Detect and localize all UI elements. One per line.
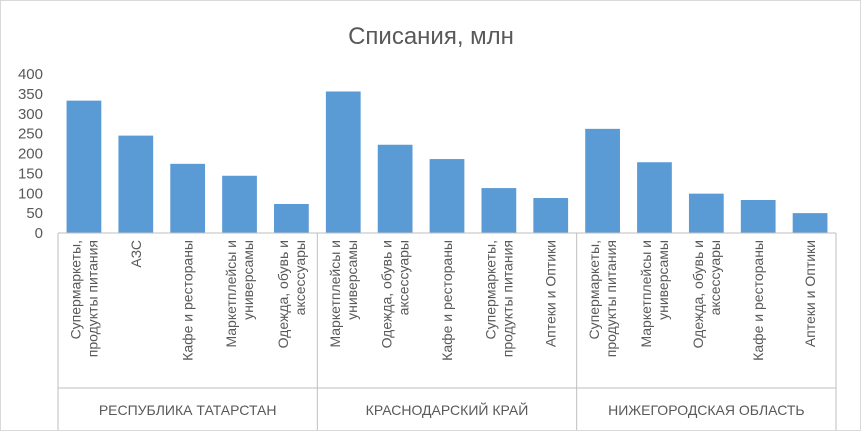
x-tick-label: универсамы xyxy=(655,240,671,320)
x-tick-label: Супермаркеты, xyxy=(67,240,83,339)
y-tick-label: 200 xyxy=(18,146,43,163)
bar xyxy=(377,144,413,233)
group-label: РЕСПУБЛИКА ТАТАРСТАН xyxy=(99,402,277,418)
bar xyxy=(170,163,206,233)
y-tick-label: 350 xyxy=(18,86,43,103)
bar xyxy=(118,135,154,233)
y-tick-label: 0 xyxy=(35,225,43,242)
bar xyxy=(740,200,776,233)
x-tick-label: Маркетплейсы и xyxy=(223,240,239,348)
group-label: НИЖЕГОРОДСКАЯ ОБЛАСТЬ xyxy=(608,402,805,418)
x-tick-label: продукты питания xyxy=(603,240,619,357)
x-tick-label: продукты питания xyxy=(84,240,100,357)
x-tick-label: универсамы xyxy=(344,240,360,320)
bar xyxy=(481,188,517,233)
x-tick-label: Маркетплейсы и xyxy=(638,240,654,348)
y-axis: 0 50 100 150 200 250 300 350 400 xyxy=(18,66,43,242)
bar xyxy=(325,91,361,234)
x-tick-label: Супермаркеты, xyxy=(482,240,498,339)
bar xyxy=(792,213,828,233)
bar xyxy=(274,203,309,233)
x-tick-label: Кафе и рестораны xyxy=(750,240,766,361)
x-tick-label: АЗС xyxy=(128,240,144,268)
x-tick-label: Одежда, обувь и xyxy=(275,240,291,348)
y-tick-label: 400 xyxy=(18,66,43,83)
bars xyxy=(66,91,828,234)
bar xyxy=(637,162,672,233)
y-tick-label: 100 xyxy=(18,185,43,202)
x-tick-label: Маркетплейсы и xyxy=(327,240,343,348)
x-tick-label: Одежда, обувь и xyxy=(379,240,395,348)
x-tick-label: Кафе и рестораны xyxy=(439,240,455,361)
x-tick-label: универсамы xyxy=(240,240,256,320)
y-tick-label: 150 xyxy=(18,165,43,182)
bar xyxy=(533,198,569,233)
y-tick-label: 50 xyxy=(26,205,43,222)
chart-title: Списания, млн xyxy=(348,23,514,50)
x-tick-label: Аптеки и Оптики xyxy=(543,240,559,347)
x-tick-label: аксессуары xyxy=(707,240,723,315)
x-axis: Супермаркеты, продукты питания АЗС Кафе и р… xyxy=(57,232,837,430)
x-tick-label: аксессуары xyxy=(396,240,412,315)
x-tick-label: Кафе и рестораны xyxy=(180,240,196,361)
bar xyxy=(688,193,724,233)
y-tick-label: 250 xyxy=(18,126,43,143)
bar xyxy=(222,175,257,233)
bar xyxy=(585,128,620,233)
bar xyxy=(429,159,465,233)
x-tick-label: аксессуары xyxy=(292,240,308,315)
x-tick-label: Аптеки и Оптики xyxy=(802,240,818,347)
x-tick-label: Одежда, обувь и xyxy=(690,240,706,348)
bar xyxy=(66,100,102,233)
y-tick-label: 300 xyxy=(18,106,43,123)
x-tick-label: Супермаркеты, xyxy=(586,240,602,339)
x-tick-label: продукты питания xyxy=(499,240,515,357)
group-label: КРАСНОДАРСКИЙ КРАЙ xyxy=(366,401,529,418)
